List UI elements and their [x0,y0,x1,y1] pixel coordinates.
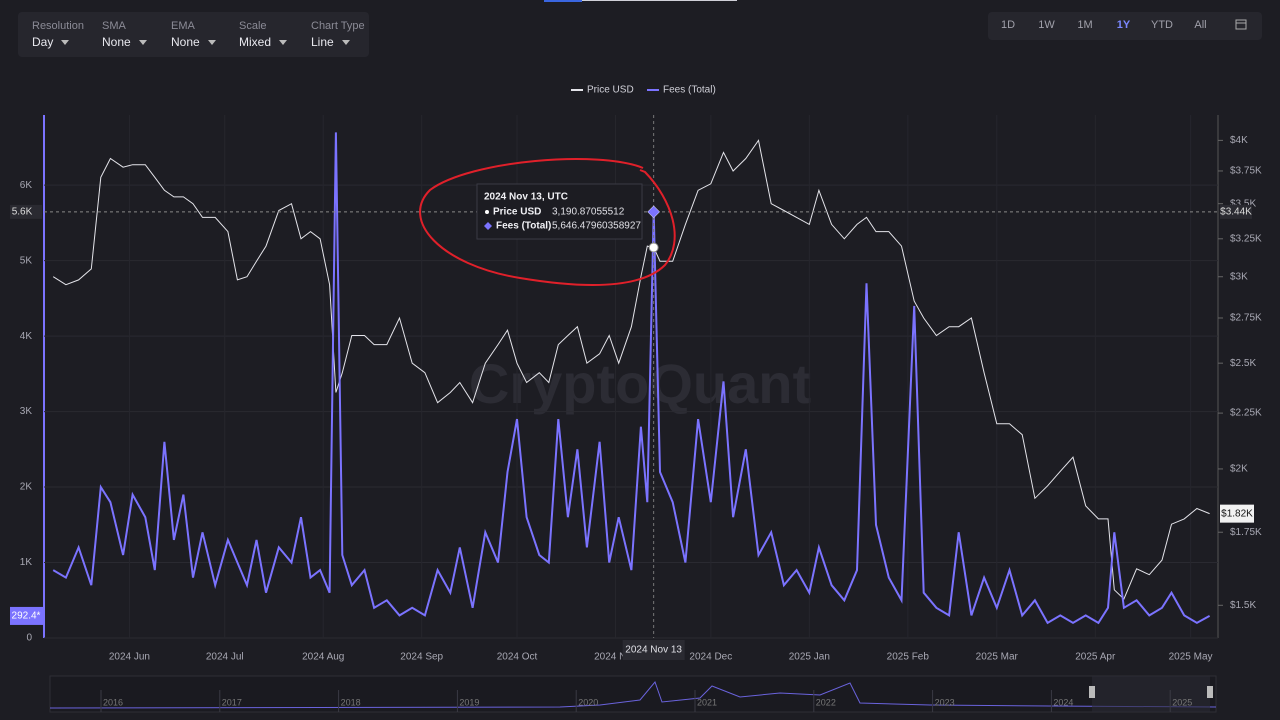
y2-tick-label: $2.25K [1230,408,1262,419]
legend-label: Price USD [587,85,634,96]
x-tick-label: 2024 Oct [497,652,538,663]
crosshair-label: $3.44K [1220,207,1252,218]
y-tick-label: 4K [20,331,33,342]
y-tick-label: 5K [20,255,33,266]
y2-tick-label: $3.25K [1230,233,1262,244]
series-line [52,139,1210,600]
range-button[interactable]: 1D [1000,19,1016,31]
x-tick-label: 2025 May [1169,652,1213,663]
tooltip-name: Price USD [493,207,541,218]
selector-value[interactable]: None [102,35,147,49]
x-tick-label: 2024 Dec [689,652,732,663]
selector-label: Resolution [32,20,84,32]
legend-label: Fees (Total) [663,85,716,96]
y2-tick-label: $3K [1230,271,1248,282]
y-tick-label: 2K [20,482,33,493]
crosshair-badge [1220,204,1252,219]
y2-tick-label: $2.5K [1230,358,1256,369]
selector-value[interactable]: Line [311,35,350,49]
navigator-line [49,681,1217,709]
selector-label: SMA [102,20,126,32]
selector-value[interactable]: Day [32,35,69,49]
navigator-year: 2023 [935,697,955,707]
last-value-label: 292.4* [12,611,41,622]
navigator-handle[interactable] [1207,686,1213,698]
crosshair-badge [622,640,685,660]
selector-label: EMA [171,20,195,32]
x-tick-label: 2024 Jun [109,652,150,663]
crosshair-badge [10,204,42,219]
top-indicator [582,0,737,1]
navigator: 2016 2017 2018 2019 2020 2021 2022 2023 2024 2025 [49,675,1217,713]
navigator-year: 2025 [1172,697,1192,707]
crosshair-label: 2024 Nov 13 [625,645,682,656]
fees-marker [647,205,661,219]
navigator-handle[interactable] [1089,686,1095,698]
selector-value[interactable]: Mixed [239,35,287,49]
tooltip-title: 2024 Nov 13, UTC [484,192,568,203]
navigator-year: 2022 [816,697,836,707]
controls-panel: Resolution Day SMA None EMA None Scale Mixed Cha… [18,12,369,57]
y-tick-label: 6K [20,180,33,191]
navigator-year: 2020 [578,697,598,707]
price-marker [648,242,659,253]
tooltip-box [476,183,643,240]
y2-tick-label: $1.75K [1230,527,1262,538]
last-value-badge [1220,504,1254,523]
range-button[interactable]: 1M [1077,19,1093,31]
top-indicator [544,0,582,2]
tooltip-dot [485,210,489,214]
x-tick-label: 2025 Jan [789,652,830,663]
navigator-year: 2016 [103,697,123,707]
y2-tick-label: $3.75K [1230,166,1262,177]
y2-tick-label: $4K [1230,135,1248,146]
x-tick-label: 2024 Sep [400,652,443,663]
y-tick-label: 1K [20,557,33,568]
selector-label: Chart Type [311,20,365,32]
series-line [52,132,1211,625]
range-button[interactable]: YTD [1151,19,1173,31]
navigator-selection[interactable] [1092,676,1210,712]
tooltip: 2024 Nov 13, UTC Price USD 3,190.8705551… [476,183,643,240]
x-tick-label: 2025 Apr [1075,652,1116,663]
y-tick-label: 0 [26,633,32,644]
y-tick-label: 3K [20,406,33,417]
y2-tick-label: $3.5K [1230,198,1256,209]
y2-tick-label: $2K [1230,464,1248,475]
y2-tick-label: $2.75K [1230,313,1262,324]
watermark: CryptoQuant [469,352,811,415]
range-button[interactable]: 1Y [1116,19,1131,31]
navigator-year: 2024 [1053,697,1073,707]
tooltip-value: 5,646.47960358927 [552,221,641,232]
tooltip-diamond [484,222,492,230]
annotation-circle [419,158,676,286]
calendar-button[interactable] [1224,18,1258,33]
selector-value[interactable]: None [171,35,216,49]
tooltip-value: 3,190.87055512 [552,207,625,218]
navigator-year: 2021 [697,697,717,707]
navigator-year: 2018 [341,697,361,707]
crosshair-label: 5.6K [12,207,33,218]
calendar-icon [1235,19,1247,30]
x-tick-label: 2024 Nov [594,652,637,663]
navigator-year: 2019 [459,697,479,707]
tooltip-name: Fees (Total) [496,221,551,232]
navigator-year: 2017 [222,697,242,707]
last-value-label: $1.82K [1221,508,1253,519]
selector-label: Scale [239,20,267,32]
range-panel: 1D 1W 1M 1Y YTD All [988,12,1262,40]
range-button[interactable]: 1W [1038,19,1055,31]
y2-tick-label: $1.5K [1230,600,1256,611]
x-tick-label: 2025 Mar [976,652,1019,663]
x-tick-label: 2024 Aug [302,652,344,663]
x-tick-label: 2025 Feb [887,652,930,663]
x-tick-label: 2024 Jul [206,652,244,663]
range-button[interactable]: All [1194,19,1207,31]
last-value-badge [10,606,43,625]
